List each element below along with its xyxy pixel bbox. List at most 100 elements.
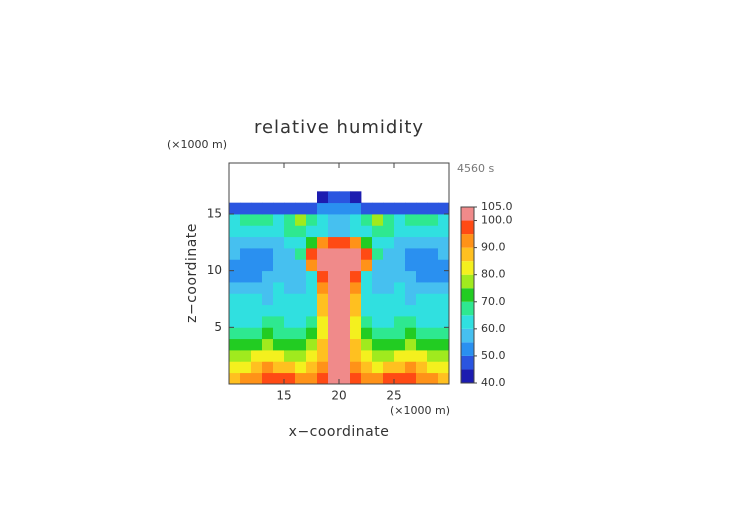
colorbar-band [461, 207, 474, 221]
field-cell [317, 327, 329, 340]
field-cell [361, 214, 373, 226]
field-cell [372, 316, 384, 328]
field-cell [284, 316, 296, 328]
field-cell [438, 293, 450, 306]
field-cell [383, 270, 395, 283]
field-cell [361, 293, 373, 306]
field-cell [438, 372, 450, 385]
field-cell [350, 214, 362, 226]
field-cell [405, 270, 417, 283]
field-cell [262, 293, 274, 306]
field-cell [295, 327, 307, 340]
field-cell [284, 248, 296, 260]
field-cell [328, 214, 340, 226]
field-cell [273, 236, 285, 249]
field-cell [405, 350, 417, 362]
field-cell [295, 350, 307, 362]
field-cell [372, 270, 384, 283]
field-cell [405, 338, 417, 351]
field-cell [416, 270, 428, 283]
field-cell [361, 270, 373, 283]
field-cell [405, 214, 417, 226]
field-cell [229, 338, 241, 351]
field-cell [372, 293, 384, 306]
field-cell [427, 282, 439, 294]
field-cell [251, 316, 263, 328]
field-cell [306, 282, 318, 294]
field-cell [372, 248, 384, 260]
field-cell [339, 214, 351, 226]
field-cell [427, 202, 439, 215]
field-cell [284, 236, 296, 249]
field-cell [405, 202, 417, 215]
field-cell [328, 202, 340, 215]
field-cell [295, 338, 307, 351]
field-cell [394, 270, 406, 283]
field-cell [306, 236, 318, 249]
field-cell [262, 282, 274, 294]
field-cell [416, 225, 428, 238]
field-cell [240, 372, 252, 385]
field-cell [229, 350, 241, 362]
field-cell [284, 259, 296, 272]
field-cell [438, 248, 450, 260]
field-cell [317, 350, 329, 362]
field-cell [284, 304, 296, 317]
field-cell [427, 372, 439, 385]
field-cell [251, 304, 263, 317]
field-cell [339, 327, 351, 340]
field-cell [438, 236, 450, 249]
field-cell [229, 202, 241, 215]
colorbar-label: 80.0 [481, 268, 506, 281]
field-cell [394, 248, 406, 260]
field-cell [350, 327, 362, 340]
field-cell [317, 214, 329, 226]
field-cell [405, 259, 417, 272]
field-cell [405, 372, 417, 385]
colorbar-label: 90.0 [481, 241, 506, 254]
field-cell [328, 248, 340, 260]
field-cell [350, 236, 362, 249]
field-cell [251, 350, 263, 362]
field-cell [383, 327, 395, 340]
field-cell [438, 350, 450, 362]
field-cell [262, 327, 274, 340]
field-cell [240, 202, 252, 215]
field-cell [438, 327, 450, 340]
field-cell [438, 214, 450, 226]
colorbar-frame [460, 206, 475, 384]
colorbar-band [461, 261, 474, 275]
field-cell [262, 225, 274, 238]
field-cell [372, 361, 384, 374]
field-cell [383, 248, 395, 260]
field-cell [306, 327, 318, 340]
field-cell [284, 282, 296, 294]
x-tick-label: 20 [331, 389, 346, 403]
field-cell [383, 225, 395, 238]
field-cell [416, 282, 428, 294]
field-cell [427, 259, 439, 272]
colorbar-label: 105.0 [481, 200, 513, 213]
field-cell [284, 293, 296, 306]
field-cell [273, 270, 285, 283]
colorbar-label: 70.0 [481, 295, 506, 308]
field-cell [427, 316, 439, 328]
field-cell [339, 248, 351, 260]
colorbar-band [461, 369, 474, 383]
field-cell [416, 293, 428, 306]
x-axis-label: x−coordinate [289, 424, 390, 440]
field-cell [339, 338, 351, 351]
field-cell [251, 327, 263, 340]
field-cell [438, 361, 450, 374]
field-cell [427, 214, 439, 226]
field-cell [306, 338, 318, 351]
field-cell [361, 282, 373, 294]
field-cell [416, 304, 428, 317]
field-cell [328, 282, 340, 294]
field-cell [240, 350, 252, 362]
field-cell [394, 202, 406, 215]
field-cell [240, 214, 252, 226]
field-cell [339, 270, 351, 283]
field-cell [383, 316, 395, 328]
